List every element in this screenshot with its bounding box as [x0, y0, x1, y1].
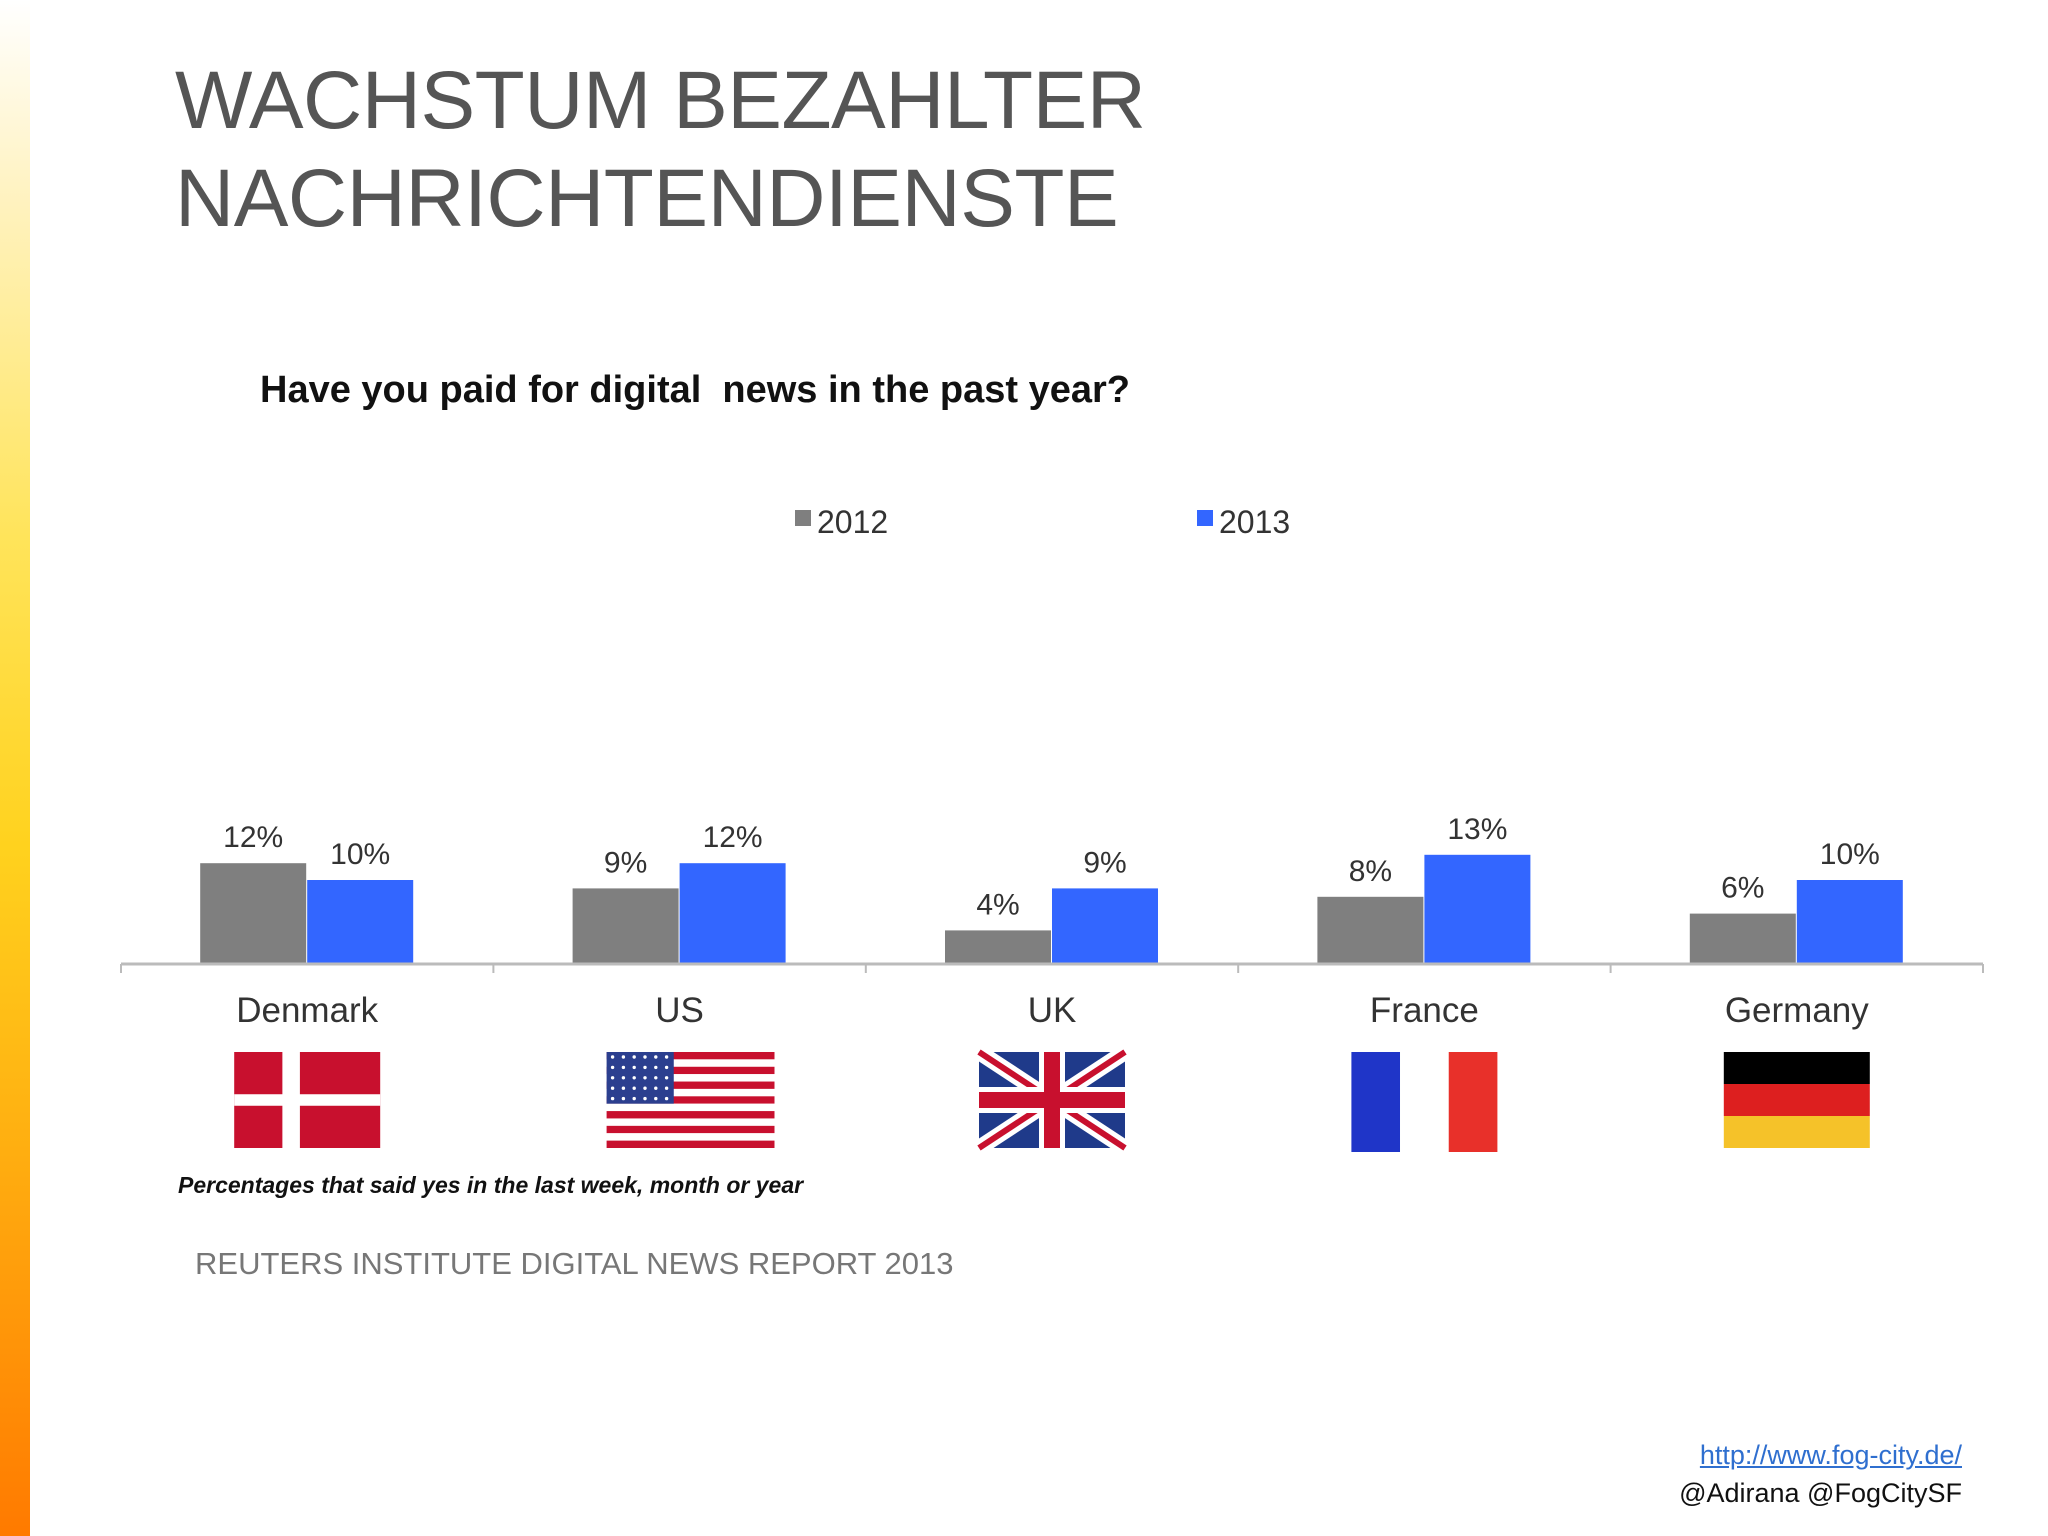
uk-flag-icon	[974, 1045, 1130, 1155]
bars-group: 12% 10% 9% 12% 4% 9% 8% 13% 6% 10%	[200, 813, 1903, 964]
slide-title: WACHSTUM BEZAHLTER NACHRICHTENDIENSTE	[175, 55, 1146, 244]
data-label-uk-2013: 9%	[1083, 846, 1126, 879]
data-label-france-2012: 8%	[1349, 855, 1392, 888]
bar-us-2013	[679, 863, 786, 964]
france-flag-icon	[1351, 1052, 1498, 1152]
chart-note: Percentages that said yes in the last we…	[178, 1172, 804, 1198]
category-label-france: France	[1370, 991, 1479, 1030]
bar-france-2012	[1317, 896, 1424, 964]
data-label-france-2013: 13%	[1447, 813, 1507, 846]
legend-swatch-2012	[795, 510, 811, 526]
x-axis: Denmark US UK France Germany	[120, 962, 1984, 1030]
data-label-germany-2012: 6%	[1721, 872, 1764, 905]
denmark-flag-icon	[234, 1052, 381, 1148]
data-label-uk-2012: 4%	[976, 888, 1019, 921]
legend-label-2012: 2012	[817, 504, 888, 540]
chart-legend: 2012 2013	[795, 504, 1290, 540]
chart-source: REUTERS INSTITUTE DIGITAL NEWS REPORT 20…	[195, 1246, 954, 1281]
bar-germany-2012	[1689, 913, 1796, 964]
legend-label-2013: 2013	[1219, 504, 1290, 540]
germany-flag-icon	[1723, 1052, 1870, 1148]
bar-us-2012	[572, 888, 679, 964]
bar-france-2013	[1424, 854, 1531, 964]
data-label-us-2012: 9%	[604, 846, 647, 879]
bar-denmark-2013	[307, 880, 414, 964]
category-label-us: US	[655, 991, 704, 1030]
chart-title: Have you paid for digital news in the pa…	[260, 369, 1130, 411]
bar-uk-2013	[1052, 888, 1158, 964]
data-label-germany-2013: 10%	[1820, 838, 1880, 871]
bar-uk-2012	[945, 930, 1051, 964]
flags-group	[234, 1045, 1870, 1155]
bar-denmark-2012	[200, 863, 307, 964]
legend-swatch-2013	[1197, 510, 1213, 526]
bar-germany-2013	[1796, 880, 1903, 964]
footer-link[interactable]: http://www.fog-city.de/	[1699, 1440, 1962, 1470]
us-flag-icon	[606, 1052, 775, 1148]
category-label-denmark: Denmark	[236, 991, 378, 1030]
data-label-denmark-2012: 12%	[223, 821, 283, 854]
data-label-us-2013: 12%	[703, 821, 763, 854]
category-label-germany: Germany	[1725, 991, 1869, 1030]
data-label-denmark-2013: 10%	[330, 838, 390, 871]
footer-handles: @Adirana @FogCitySF	[1679, 1478, 1962, 1508]
accent-gradient-bar	[0, 0, 30, 1536]
category-label-uk: UK	[1028, 991, 1077, 1030]
